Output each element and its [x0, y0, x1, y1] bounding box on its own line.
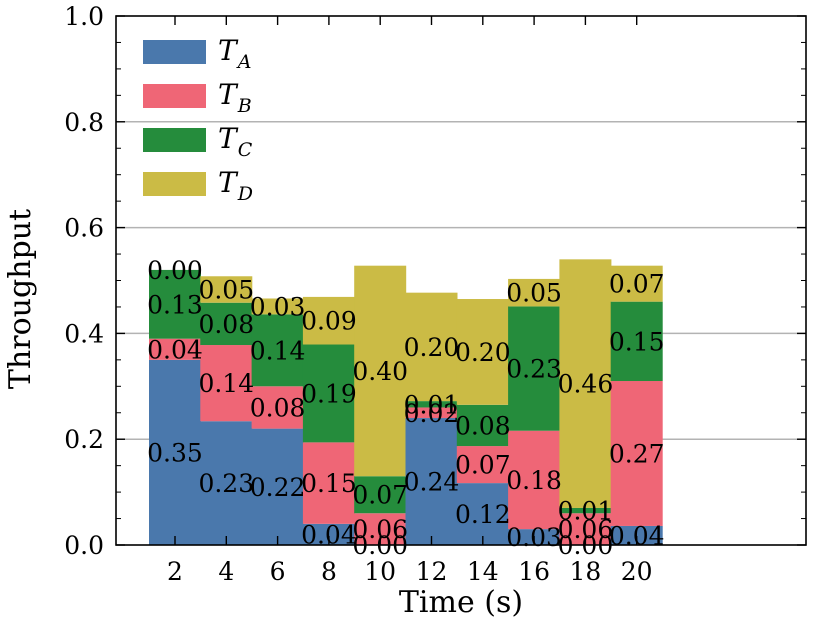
legend-label: TC — [218, 122, 253, 161]
bar-segment-t-c — [456, 404, 509, 447]
bar-segment-t-c — [251, 314, 304, 387]
bar-value-label: 0.07 — [352, 481, 408, 510]
y-tick-label: 0.0 — [64, 531, 104, 560]
bar-segment-t-a — [456, 483, 509, 545]
bar-value-label: 0.07 — [455, 451, 511, 480]
bar-segment-t-d — [405, 292, 458, 402]
legend-swatch — [143, 84, 206, 108]
bar-value-label: 0.03 — [250, 292, 306, 321]
bar-value-label: 0.04 — [609, 521, 665, 550]
x-tick-label: 16 — [518, 557, 550, 586]
bar-value-label: 0.22 — [250, 473, 306, 502]
bar-segment-t-c — [302, 344, 355, 443]
bar-value-label: 0.20 — [404, 333, 460, 362]
bar-segment-t-b — [405, 407, 458, 419]
x-tick-label: 18 — [569, 557, 601, 586]
bar-segment-t-c — [610, 301, 663, 382]
bar-value-label: 0.05 — [198, 275, 254, 304]
bar-segment-t-b — [200, 345, 253, 422]
bar-value-label: 0.18 — [506, 466, 562, 495]
legend-label: TB — [218, 78, 252, 117]
bar-segment-t-a — [405, 418, 458, 545]
bar-value-label: 0.08 — [198, 310, 254, 339]
bar-value-label: 0.20 — [455, 338, 511, 367]
bar-segment-t-d — [559, 259, 612, 508]
bar-segment-t-d — [251, 298, 304, 315]
bar-value-label: 0.23 — [198, 469, 254, 498]
bar-value-label: 0.01 — [404, 390, 460, 419]
bar-value-label: 0.08 — [455, 411, 511, 440]
bar-value-label: 0.15 — [301, 469, 357, 498]
bar-segment-t-a — [302, 523, 355, 545]
x-tick-label: 12 — [416, 557, 448, 586]
legend-swatch — [143, 172, 206, 196]
bar-value-label: 0.01 — [558, 497, 614, 526]
bar-segment-t-a — [251, 428, 304, 545]
bar-segment-t-d — [456, 299, 509, 405]
bar-value-label: 0.02 — [404, 399, 460, 428]
x-tick-label: 10 — [364, 557, 396, 586]
bar-value-label: 0.46 — [558, 370, 614, 399]
axis-ticks: 0.0 0.2 0.4 0.6 0.8 1.0 2 4 6 8 10 12 14 16 18 20 — [64, 2, 806, 586]
bar-segment-t-a — [200, 421, 253, 545]
y-tick-label: 0.4 — [64, 319, 104, 348]
bar-segment-t-a — [610, 525, 663, 545]
x-tick-label: 14 — [467, 557, 499, 586]
bar-value-label: 0.04 — [147, 335, 203, 364]
bar-segment-t-b — [610, 381, 663, 526]
bar-segment-t-b — [508, 430, 561, 530]
y-tick-label: 0.2 — [64, 425, 104, 454]
bar-segment-t-b — [302, 442, 355, 524]
y-axis-title: Throughput — [3, 209, 38, 389]
bar-value-label: 0.05 — [506, 279, 562, 308]
bar-segment-t-c — [354, 476, 407, 514]
bar-segment-t-d — [610, 265, 663, 302]
bar-value-label: 0.12 — [455, 500, 511, 529]
bar-value-labels: 0.350.040.130.000.230.140.080.050.220.08… — [147, 256, 664, 560]
bar-segment-t-c — [405, 401, 458, 408]
bar-segment-t-c — [200, 302, 253, 346]
x-tick-label: 20 — [621, 557, 653, 586]
bar-value-label: 0.23 — [506, 355, 562, 384]
bar-value-label: 0.13 — [147, 290, 203, 319]
bar-value-label: 0.08 — [250, 393, 306, 422]
bars — [149, 259, 663, 545]
legend: TA TB TC TD — [143, 34, 253, 205]
x-tick-label: 6 — [270, 557, 286, 586]
bar-segment-t-d — [354, 265, 407, 477]
x-tick-label: 4 — [218, 557, 234, 586]
bar-value-label: 0.14 — [198, 369, 254, 398]
y-tick-label: 0.6 — [64, 214, 104, 243]
legend-swatch — [143, 40, 206, 64]
bar-value-label: 0.15 — [609, 327, 665, 356]
bar-segment-t-a — [149, 359, 201, 545]
bar-value-label: 0.40 — [352, 357, 408, 386]
bar-segment-t-c — [508, 306, 561, 431]
bar-segment-t-c — [149, 269, 201, 339]
bar-value-label: 0.27 — [609, 439, 665, 468]
bar-segment-t-c — [559, 507, 612, 514]
bar-segment-t-d — [200, 276, 253, 303]
y-tick-label: 0.8 — [64, 108, 104, 137]
bar-value-label: 0.14 — [250, 336, 306, 365]
bar-segment-t-b — [149, 338, 201, 360]
x-axis-title: Time (s) — [399, 585, 523, 620]
bar-segment-t-b — [456, 446, 509, 484]
bar-value-label: 0.09 — [301, 307, 357, 336]
x-tick-label: 2 — [167, 557, 183, 586]
bar-value-label: 0.24 — [404, 468, 460, 497]
legend-label: TA — [218, 34, 251, 73]
bar-segment-t-d — [508, 278, 561, 307]
bar-value-label: 0.19 — [301, 379, 357, 408]
legend-swatch — [143, 128, 206, 152]
bar-value-label: 0.07 — [609, 270, 665, 299]
y-tick-label: 1.0 — [64, 2, 104, 31]
bar-segment-t-d — [302, 296, 355, 345]
bar-value-label: 0.35 — [147, 438, 203, 467]
legend-label: TD — [218, 166, 253, 205]
bar-value-label: 0.00 — [147, 256, 203, 285]
x-tick-label: 8 — [321, 557, 337, 586]
bar-segment-t-b — [251, 386, 304, 429]
